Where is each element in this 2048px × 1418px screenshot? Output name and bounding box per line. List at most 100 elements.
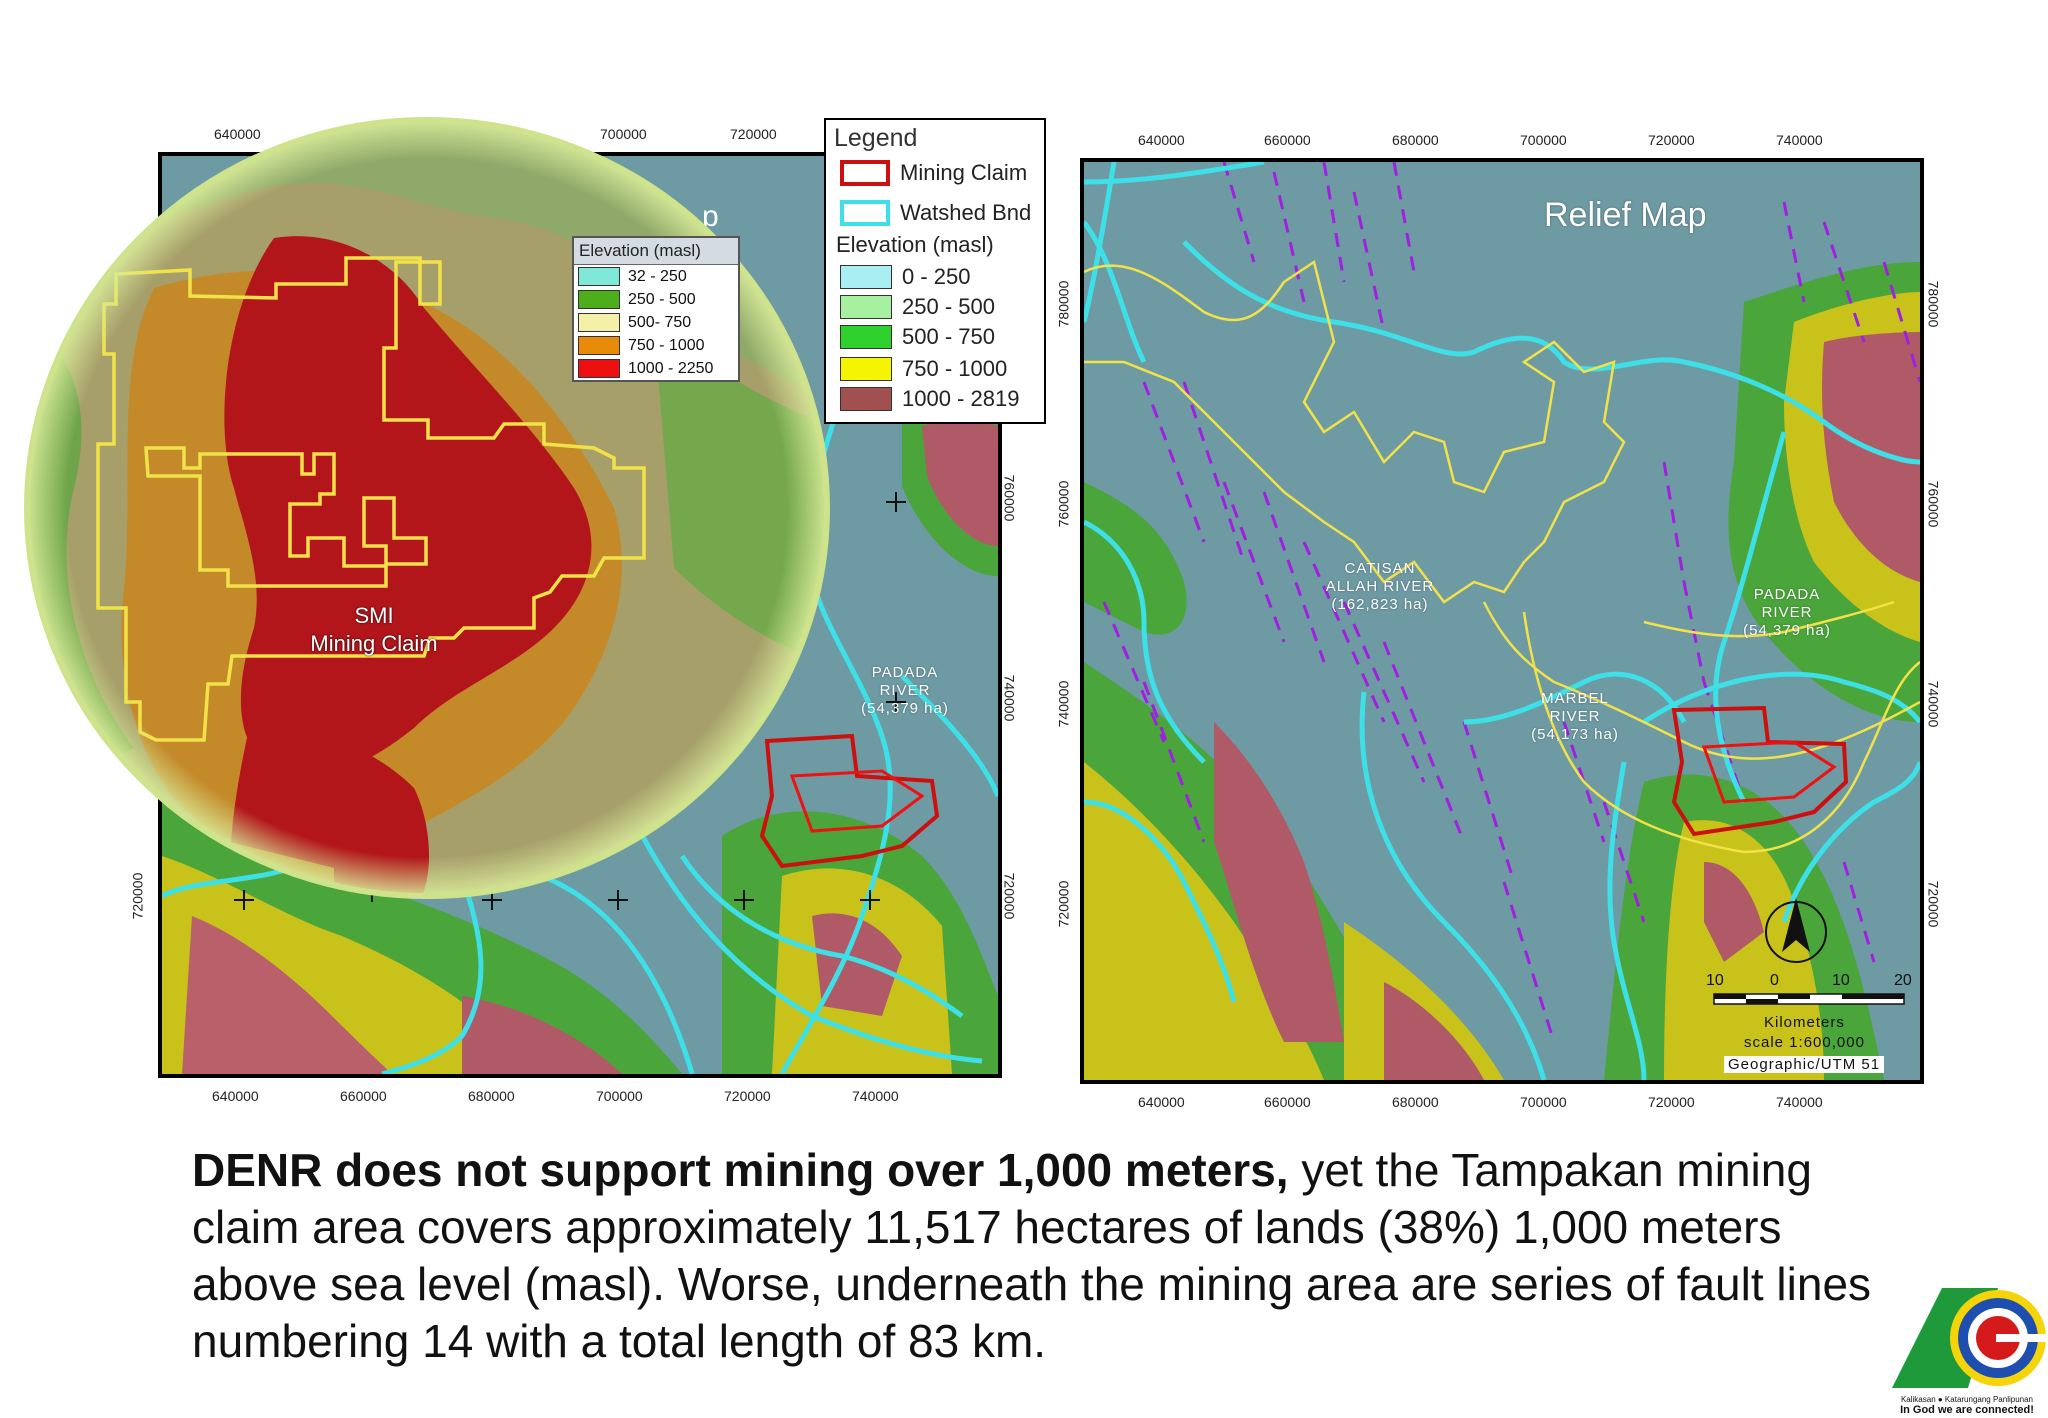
scale-number: 10 <box>1832 972 1850 989</box>
claim-label-line: Mining Claim <box>310 631 438 656</box>
caption-rest: yet the Tampakan mining claim area cover… <box>192 1144 1872 1367</box>
caption-bold: DENR does not support mining over 1,000 … <box>192 1144 1289 1196</box>
projection-label: Geographic/UTM 51 <box>1724 1056 1885 1073</box>
left-bottom-tick: 700000 <box>596 1088 643 1104</box>
legend-swatch <box>578 313 620 332</box>
legend-title: Legend <box>834 124 918 152</box>
legend-swatch <box>840 295 892 319</box>
river-name: RIVER <box>879 682 931 699</box>
legend-label: 250 - 500 <box>902 294 995 319</box>
elevation-title: Elevation (masl) <box>836 232 994 257</box>
right-bottom-tick: 680000 <box>1392 1094 1439 1110</box>
legend-swatch <box>840 357 892 381</box>
right-right-tick: 760000 <box>1925 480 1942 528</box>
river-area: (54,379 ha) <box>861 700 949 717</box>
legend-label: 500- 750 <box>628 313 692 331</box>
legend-row-mining: Mining Claim <box>840 160 1027 186</box>
scale-unit: Kilometers <box>1764 1014 1845 1031</box>
right-bottom-tick: 640000 <box>1138 1094 1185 1110</box>
left-right-tick: 740000 <box>1001 674 1018 722</box>
legend-row-elev: 1000 - 2819 <box>840 386 1019 412</box>
caption-text: DENR does not support mining over 1,000 … <box>192 1142 1912 1370</box>
right-top-tick: 660000 <box>1264 132 1311 148</box>
padada-river-label-right: PADADA RIVER (54,379 ha) <box>1732 586 1842 640</box>
marbel-river-label: MARBEL RIVER (54,173 ha) <box>1520 690 1630 744</box>
legend-swatch <box>840 265 892 289</box>
right-left-tick: 780000 <box>1055 280 1072 328</box>
legend-label: 750 - 1000 <box>628 336 705 354</box>
left-bottom-tick: 740000 <box>852 1088 899 1104</box>
claim-label-line: SMI <box>354 603 394 628</box>
map-legend: Legend Mining Claim Watshed Bnd Elevatio… <box>824 118 1046 424</box>
legend-swatch <box>578 359 620 378</box>
logo-motto: In God we are connected! <box>1900 1404 2034 1416</box>
left-top-tick: 720000 <box>730 126 777 142</box>
left-top-tick: 640000 <box>214 126 261 142</box>
right-bottom-tick: 720000 <box>1648 1094 1695 1110</box>
legend-label: 0 - 250 <box>902 264 971 289</box>
relief-map-title: Relief Map <box>1544 196 1707 234</box>
legend-swatch <box>840 325 892 349</box>
right-top-tick: 680000 <box>1392 132 1439 148</box>
scale-ratio: scale 1:600,000 <box>1744 1034 1865 1051</box>
right-bottom-tick: 660000 <box>1264 1094 1311 1110</box>
legend-label: 250 - 500 <box>628 290 696 308</box>
legend-label: Mining Claim <box>900 160 1028 185</box>
mining-claim-swatch <box>840 160 890 186</box>
scale-number: 10 <box>1706 972 1724 989</box>
legend-swatch <box>840 387 892 411</box>
legend-swatch <box>578 267 620 286</box>
right-top-tick: 640000 <box>1138 132 1185 148</box>
logo-tagline: Kalikasan ● Katarungang Panlipunan <box>1900 1395 2034 1404</box>
left-bottom-tick: 660000 <box>340 1088 387 1104</box>
right-left-tick: 720000 <box>1055 880 1072 928</box>
river-name: MARBEL <box>1541 690 1609 707</box>
right-map-terrain <box>1084 162 1920 1080</box>
right-map-frame: Relief Map CATISAN ALLAH RIVER (162,823 … <box>1080 158 1924 1084</box>
smi-claim-label: SMI Mining Claim <box>294 602 454 658</box>
inset-legend-row: 32 - 250 <box>574 265 738 288</box>
right-right-tick: 720000 <box>1925 880 1942 928</box>
river-name: RIVER <box>1549 708 1601 725</box>
right-left-tick: 740000 <box>1055 680 1072 728</box>
legend-row-elev: 750 - 1000 <box>840 356 1007 382</box>
inset-legend-row: 500- 750 <box>574 311 738 334</box>
river-name: RIVER <box>1761 604 1813 621</box>
organization-logo: Kalikasan ● Katarungang Panlipunan In Go… <box>1888 1284 2046 1416</box>
river-name: ALLAH RIVER <box>1325 578 1435 595</box>
river-area: (162,823 ha) <box>1331 596 1429 613</box>
logo-emblem-icon <box>1892 1288 2046 1388</box>
inset-legend-row: 250 - 500 <box>574 288 738 311</box>
legend-label: 750 - 1000 <box>902 356 1008 381</box>
legend-row-watershed: Watshed Bnd <box>840 200 1031 226</box>
inset-magnifier: SMI Mining Claim Elevation (masl) 32 - 2… <box>14 108 840 908</box>
left-bottom-tick: 720000 <box>724 1088 771 1104</box>
legend-label: Watshed Bnd <box>900 200 1032 225</box>
river-name: CATISAN <box>1344 560 1416 577</box>
left-bottom-tick: 680000 <box>468 1088 515 1104</box>
river-area: (54,379 ha) <box>1743 622 1831 639</box>
inset-terrain <box>24 117 830 899</box>
right-top-tick: 700000 <box>1520 132 1567 148</box>
legend-swatch <box>578 290 620 309</box>
right-top-tick: 740000 <box>1776 132 1823 148</box>
left-map-title-fragment: p <box>702 200 719 233</box>
right-right-tick: 740000 <box>1925 680 1942 728</box>
legend-label: 32 - 250 <box>628 267 687 285</box>
river-area: (54,173 ha) <box>1531 726 1619 743</box>
left-top-tick: 700000 <box>600 126 647 142</box>
right-right-tick: 780000 <box>1925 280 1942 328</box>
legend-label: 500 - 750 <box>902 324 995 349</box>
inset-legend-title: Elevation (masl) <box>574 238 738 265</box>
scale-number: 20 <box>1894 972 1912 989</box>
inset-legend-row: 750 - 1000 <box>574 334 738 357</box>
river-name: PADADA <box>871 664 939 681</box>
right-left-tick: 760000 <box>1055 480 1072 528</box>
inset-elevation-legend: Elevation (masl) 32 - 250 250 - 500 500-… <box>572 236 740 382</box>
legend-swatch <box>578 336 620 355</box>
right-bottom-tick: 700000 <box>1520 1094 1567 1110</box>
right-top-tick: 720000 <box>1648 132 1695 148</box>
left-bottom-tick: 640000 <box>212 1088 259 1104</box>
scale-number: 0 <box>1770 972 1779 989</box>
right-bottom-tick: 740000 <box>1776 1094 1823 1110</box>
